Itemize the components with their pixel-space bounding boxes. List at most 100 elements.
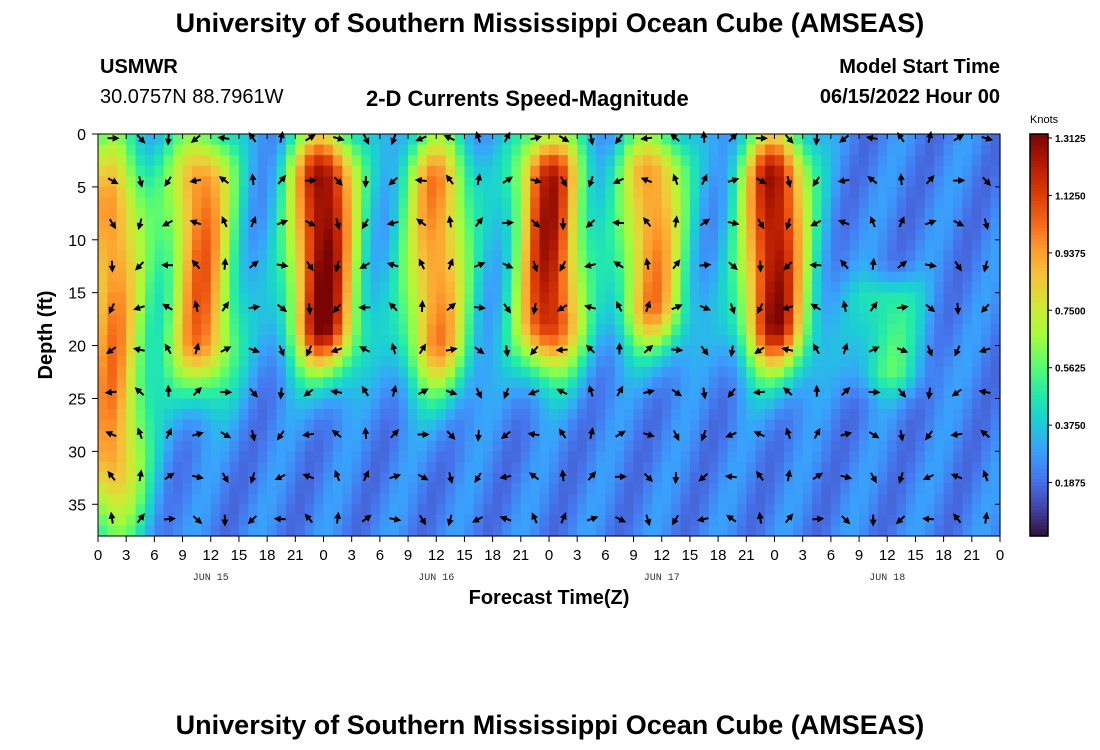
heatmap-cell: [408, 218, 419, 230]
heatmap-cell: [830, 451, 841, 463]
heatmap-cell: [182, 229, 193, 241]
heatmap-cell: [464, 504, 475, 516]
vector-head: [223, 346, 232, 353]
current-vector-arrow: [362, 176, 370, 189]
heatmap-cell: [173, 144, 184, 156]
heatmap-cell: [257, 218, 268, 230]
heatmap-cell: [126, 409, 137, 421]
heatmap-cell: [257, 398, 268, 410]
heatmap-cell: [464, 134, 475, 146]
vector-head: [503, 391, 510, 400]
heatmap-cell: [661, 483, 672, 495]
heatmap-cell: [821, 461, 832, 474]
heatmap-cell: [464, 282, 475, 294]
heatmap-cell: [539, 356, 550, 368]
current-vector-arrow: [330, 346, 343, 354]
heatmap-cell: [633, 409, 644, 421]
heatmap-cell: [173, 419, 184, 431]
heatmap-cell: [859, 345, 870, 357]
heatmap-cell: [370, 451, 381, 463]
heatmap-cell: [520, 324, 531, 336]
heatmap-cell: [332, 229, 343, 241]
heatmap-cell: [492, 208, 503, 220]
x-tick-label: 15: [231, 547, 248, 564]
heatmap-cell: [455, 260, 466, 273]
heatmap-cell: [295, 461, 306, 474]
heatmap-cell: [116, 504, 127, 516]
heatmap-cell: [821, 409, 832, 421]
vector-head: [759, 177, 767, 185]
heatmap-cell: [520, 186, 531, 199]
heatmap-cell: [652, 345, 663, 357]
heatmap-cell: [595, 134, 606, 146]
heatmap-cell: [586, 440, 597, 452]
heatmap-cell: [652, 409, 663, 421]
heatmap-cell: [577, 525, 588, 537]
heatmap-cell: [144, 504, 155, 516]
heatmap-cell: [379, 313, 390, 326]
heatmap-cell: [483, 504, 494, 516]
heatmap-cell: [248, 451, 259, 463]
colorbar: 1.31251.12500.93750.75000.56250.37500.18…: [1029, 133, 1086, 537]
heatmap-cell: [267, 525, 278, 537]
heatmap-cell: [840, 186, 851, 199]
heatmap-cell: [229, 186, 240, 199]
heatmap-cell: [154, 313, 165, 326]
colorbar-swatch: [1030, 378, 1048, 383]
heatmap-cell: [530, 504, 541, 516]
heatmap-cell: [915, 313, 926, 326]
heatmap-cell: [267, 176, 278, 188]
vector-head: [871, 431, 880, 439]
heatmap-cell: [408, 239, 419, 251]
heatmap-cell: [238, 250, 249, 262]
heatmap-cell: [689, 430, 700, 442]
heatmap-cell: [699, 324, 710, 336]
heatmap-cell: [257, 377, 268, 389]
heatmap-cell: [887, 155, 898, 167]
heatmap-cell: [520, 260, 531, 273]
heatmap-cell: [934, 409, 945, 421]
heatmap-cell: [718, 335, 729, 347]
heatmap-cell: [173, 409, 184, 421]
heatmap-cell: [567, 345, 578, 357]
heatmap-cell: [361, 186, 372, 199]
heatmap-cell: [699, 409, 710, 421]
heatmap-cell: [408, 366, 419, 378]
heatmap-cell: [455, 483, 466, 495]
heatmap-cell: [859, 229, 870, 241]
heatmap-cell: [370, 239, 381, 251]
heatmap-cell: [520, 451, 531, 463]
heatmap-cell: [755, 387, 766, 400]
current-vector-arrow: [585, 219, 596, 228]
colorbar-swatch: [1030, 408, 1048, 413]
heatmap-cell: [614, 324, 625, 336]
current-vector-arrow: [729, 302, 736, 315]
heatmap-cell: [248, 398, 259, 410]
heatmap-cell: [520, 504, 531, 516]
heatmap-cell: [379, 504, 390, 516]
heatmap-cell: [370, 155, 381, 167]
heatmap-cell: [163, 525, 174, 537]
heatmap-cell: [267, 282, 278, 294]
heatmap-cell: [379, 335, 390, 347]
current-vector-arrow: [700, 387, 708, 400]
vector-head: [956, 220, 965, 227]
heatmap-cell: [173, 514, 184, 527]
heatmap-cell: [962, 229, 973, 241]
heatmap-cell: [370, 282, 381, 294]
heatmap-cell: [426, 208, 437, 220]
vector-head: [840, 259, 848, 268]
current-vector-arrow: [333, 176, 343, 186]
heatmap-cell: [718, 504, 729, 516]
heatmap-cell: [464, 324, 475, 336]
heatmap-cell: [981, 409, 992, 421]
heatmap-cell: [765, 155, 776, 167]
heatmap-cell: [276, 271, 287, 283]
heatmap-cell: [849, 271, 860, 283]
vector-head: [161, 220, 170, 227]
heatmap-cell: [445, 186, 456, 199]
heatmap-cell: [689, 186, 700, 199]
heatmap-cell: [624, 134, 635, 146]
current-vector-arrow: [978, 346, 991, 354]
heatmap-cell: [915, 271, 926, 283]
